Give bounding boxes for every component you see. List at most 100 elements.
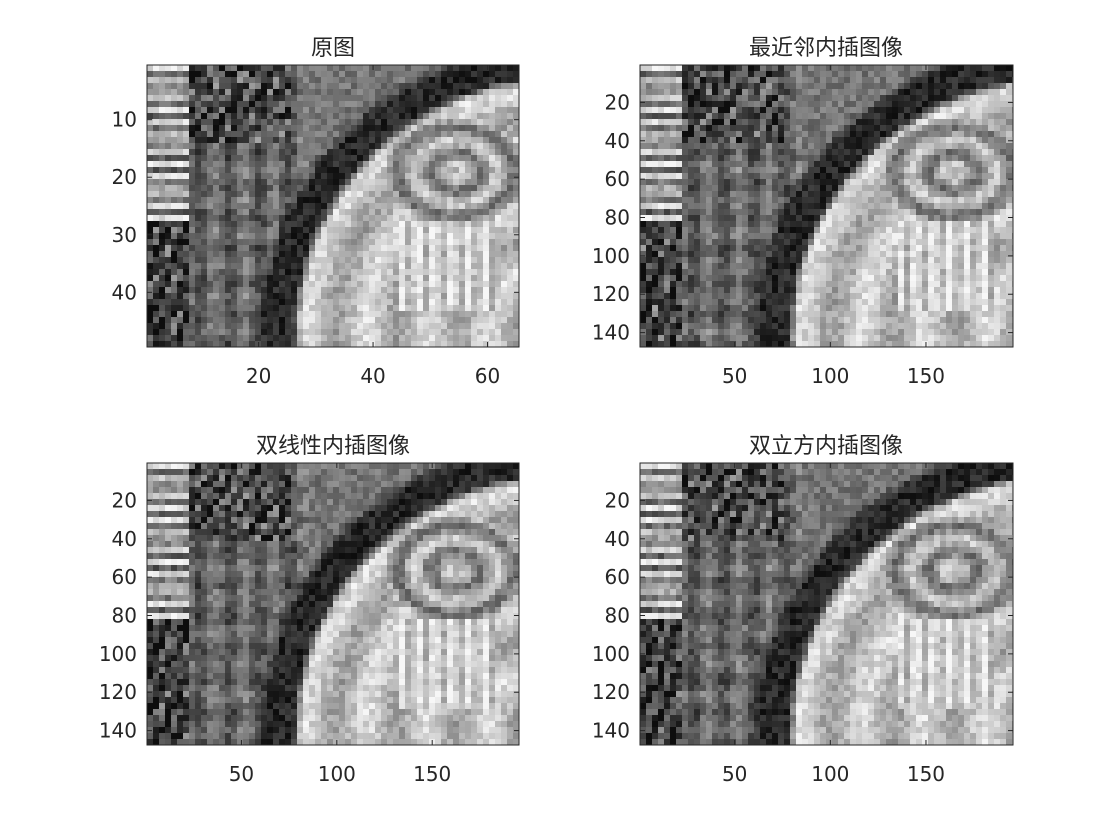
image-pixel [934, 227, 941, 234]
image-pixel [880, 233, 887, 240]
image-pixel [862, 197, 869, 204]
image-pixel [940, 221, 947, 228]
image-pixel [207, 161, 214, 168]
image-pixel [652, 119, 659, 126]
image-pixel [730, 119, 737, 126]
image-pixel [640, 209, 647, 216]
image-pixel [345, 203, 352, 210]
image-pixel [459, 335, 466, 342]
image-pixel [802, 227, 809, 234]
image-pixel [225, 311, 232, 318]
image-pixel [273, 311, 280, 318]
image-pixel [249, 233, 256, 240]
image-pixel [507, 137, 514, 144]
image-pixel [261, 167, 268, 174]
image-pixel [922, 239, 929, 246]
image-pixel [375, 83, 382, 90]
image-pixel [964, 71, 971, 78]
image-pixel [730, 83, 737, 90]
image-pixel [495, 335, 502, 342]
image-pixel [772, 197, 779, 204]
image-pixel [489, 233, 496, 240]
image-pixel [880, 131, 887, 138]
image-pixel [399, 281, 406, 288]
image-pixel [435, 191, 442, 198]
image-pixel [429, 137, 436, 144]
image-pixel [345, 263, 352, 270]
image-pixel [393, 311, 400, 318]
image-pixel [381, 203, 388, 210]
image-pixel [850, 251, 857, 258]
image-pixel [471, 209, 478, 216]
image-pixel [934, 179, 941, 186]
image-pixel [423, 245, 430, 252]
image-pixel [724, 245, 731, 252]
image-pixel [790, 65, 797, 72]
image-pixel [904, 227, 911, 234]
image-pixel [327, 173, 334, 180]
image-pixel [513, 263, 519, 270]
image-pixel [946, 239, 953, 246]
image-pixel [411, 305, 418, 312]
image-pixel [369, 317, 376, 324]
image-pixel [808, 113, 815, 120]
image-pixel [369, 341, 376, 347]
image-pixel [309, 263, 316, 270]
image-pixel [844, 77, 851, 84]
image-pixel [315, 113, 322, 120]
image-pixel [165, 323, 172, 330]
image-pixel [363, 143, 370, 150]
image-pixel [447, 263, 454, 270]
image-pixel [898, 245, 905, 252]
image-pixel [694, 233, 701, 240]
image-pixel [507, 257, 514, 264]
image-pixel [405, 215, 412, 222]
image-pixel [706, 113, 713, 120]
image-pixel [886, 83, 893, 90]
image-pixel [189, 227, 196, 234]
image-pixel [465, 233, 472, 240]
image-pixel [333, 179, 340, 186]
image-pixel [435, 173, 442, 180]
image-pixel [928, 203, 935, 210]
image-pixel [231, 317, 238, 324]
image-pixel [261, 263, 268, 270]
image-pixel [441, 299, 448, 306]
image-pixel [279, 251, 286, 258]
image-pixel [646, 119, 653, 126]
image-pixel [381, 269, 388, 276]
image-pixel [994, 77, 1001, 84]
image-pixel [387, 161, 394, 168]
image-pixel [465, 221, 472, 228]
image-pixel [501, 209, 508, 216]
image-pixel [213, 131, 220, 138]
image-pixel [381, 179, 388, 186]
image-pixel [880, 125, 887, 132]
image-pixel [892, 179, 899, 186]
image-pixel [688, 125, 695, 132]
image-pixel [213, 89, 220, 96]
image-pixel [802, 185, 809, 192]
image-pixel [778, 191, 785, 198]
image-pixel [1000, 125, 1007, 132]
image-pixel [712, 173, 719, 180]
image-pixel [423, 125, 430, 132]
image-pixel [411, 299, 418, 306]
image-pixel [814, 65, 821, 72]
image-pixel [736, 179, 743, 186]
image-pixel [417, 101, 424, 108]
image-pixel [159, 197, 166, 204]
image-pixel [976, 95, 983, 102]
image-pixel [369, 101, 376, 108]
image-pixel [754, 113, 761, 120]
image-pixel [892, 161, 899, 168]
image-pixel [291, 317, 298, 324]
image-pixel [471, 167, 478, 174]
image-pixel [640, 215, 647, 222]
image-pixel [327, 263, 334, 270]
image-pixel [910, 155, 917, 162]
image-pixel [778, 65, 785, 72]
image-pixel [664, 209, 671, 216]
image-pixel [922, 179, 929, 186]
image-pixel [369, 209, 376, 216]
